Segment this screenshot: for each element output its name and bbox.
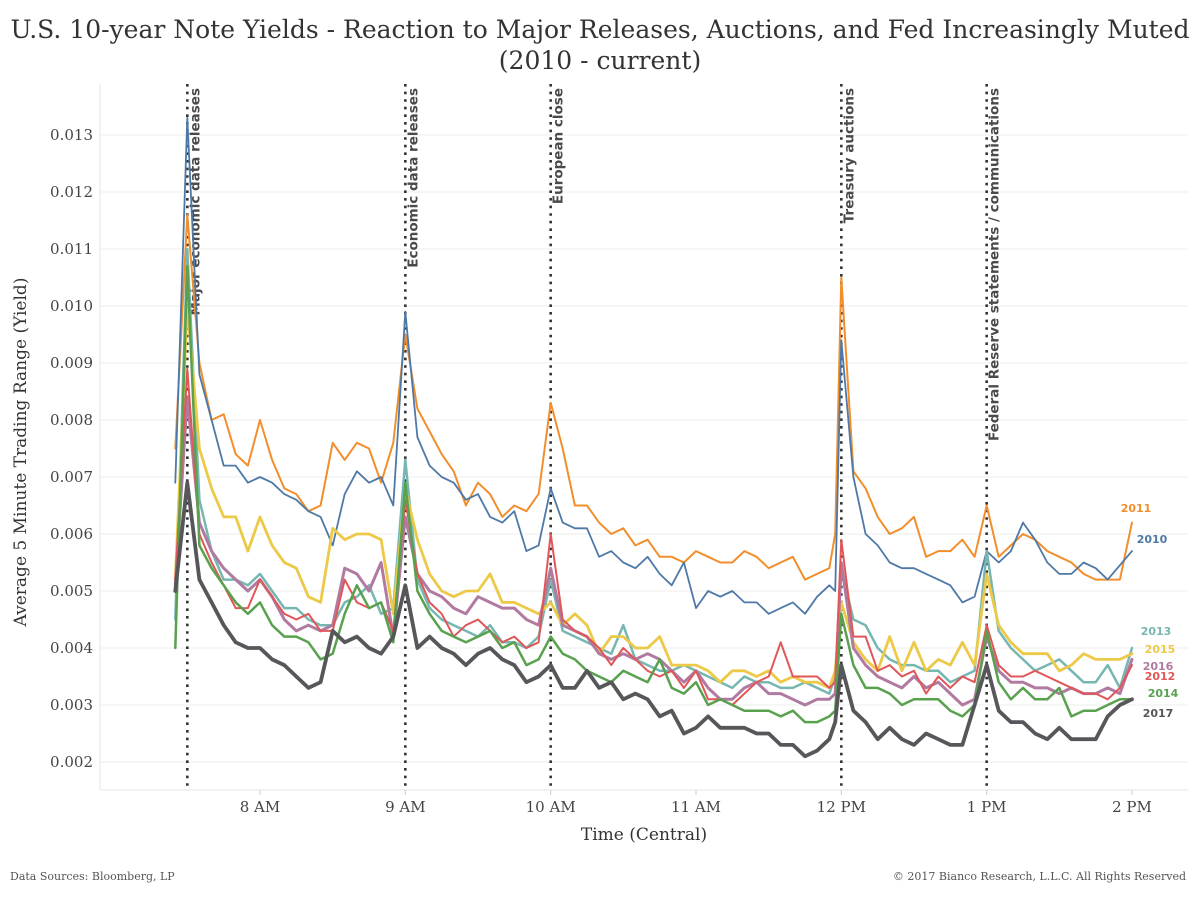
x-tick-label: 10 AM bbox=[526, 798, 576, 816]
series-line-2014 bbox=[174, 264, 1134, 724]
x-tick-label: 8 AM bbox=[240, 798, 281, 816]
y-tick-label: 0.005 bbox=[50, 582, 93, 600]
y-axis: 0.002 0.003 0.004 0.005 0.006 0.007 0.008 0.009… bbox=[50, 126, 93, 771]
chart-title: U.S. 10-year Note Yields - Reaction to M… bbox=[0, 14, 1200, 76]
series-line-2015 bbox=[173, 304, 1134, 690]
series-label-2013: 2013 bbox=[1141, 625, 1172, 638]
x-tick-label: 2 PM bbox=[1112, 798, 1152, 816]
x-axis: 8 AM 9 AM 10 AM 11 AM 12 PM 1 PM 2 PM bbox=[240, 790, 1152, 816]
x-tick-label: 1 PM bbox=[967, 798, 1007, 816]
chart-title-line-2: (2010 - current) bbox=[498, 46, 702, 75]
series-label-2011: 2011 bbox=[1121, 502, 1152, 515]
event-label: European close bbox=[551, 88, 567, 204]
series-line-2012 bbox=[174, 367, 1133, 706]
x-tick-label: 9 AM bbox=[385, 798, 426, 816]
series-line-2011 bbox=[174, 213, 1133, 581]
event-label: Federal Reserve statements / communicati… bbox=[987, 88, 1003, 441]
grid-lines bbox=[99, 84, 1188, 791]
y-tick-label: 0.006 bbox=[50, 525, 93, 543]
y-tick-label: 0.004 bbox=[50, 639, 93, 657]
series-label-2012: 2012 bbox=[1145, 670, 1176, 683]
y-axis-label: Average 5 Minute Trading Range (Yield) bbox=[11, 278, 31, 628]
event-label: Economic data releases bbox=[405, 88, 421, 268]
y-tick-label: 0.002 bbox=[50, 753, 93, 771]
y-tick-label: 0.007 bbox=[50, 468, 93, 486]
y-tick-label: 0.010 bbox=[50, 297, 93, 315]
x-tick-label: 12 PM bbox=[817, 798, 866, 816]
series-label-2016: 2016 bbox=[1143, 660, 1174, 673]
y-tick-label: 0.003 bbox=[50, 696, 93, 714]
y-tick-label: 0.008 bbox=[50, 411, 93, 429]
y-tick-label: 0.011 bbox=[50, 240, 93, 258]
series-lines bbox=[173, 117, 1134, 759]
event-markers: Major economic data releases Economic dat… bbox=[186, 84, 1003, 790]
series-line-2010 bbox=[174, 117, 1133, 615]
event-label: Treasury auctions bbox=[841, 88, 857, 223]
chart-title-line-1: U.S. 10-year Note Yields - Reaction to M… bbox=[10, 15, 1190, 44]
x-tick-label: 11 AM bbox=[671, 798, 721, 816]
copyright-note: © 2017 Bianco Research, L.L.C. All Right… bbox=[892, 870, 1186, 883]
x-axis-label: Time (Central) bbox=[581, 825, 707, 845]
data-source-note: Data Sources: Bloomberg, LP bbox=[10, 870, 175, 883]
series-line-2017 bbox=[173, 480, 1134, 759]
y-tick-label: 0.012 bbox=[50, 183, 93, 201]
series-label-2015: 2015 bbox=[1145, 643, 1176, 656]
y-tick-label: 0.013 bbox=[50, 126, 93, 144]
y-tick-label: 0.009 bbox=[50, 354, 93, 372]
series-label-2010: 2010 bbox=[1137, 533, 1168, 546]
series-label-2017: 2017 bbox=[1143, 707, 1174, 720]
series-label-2014: 2014 bbox=[1148, 687, 1179, 700]
